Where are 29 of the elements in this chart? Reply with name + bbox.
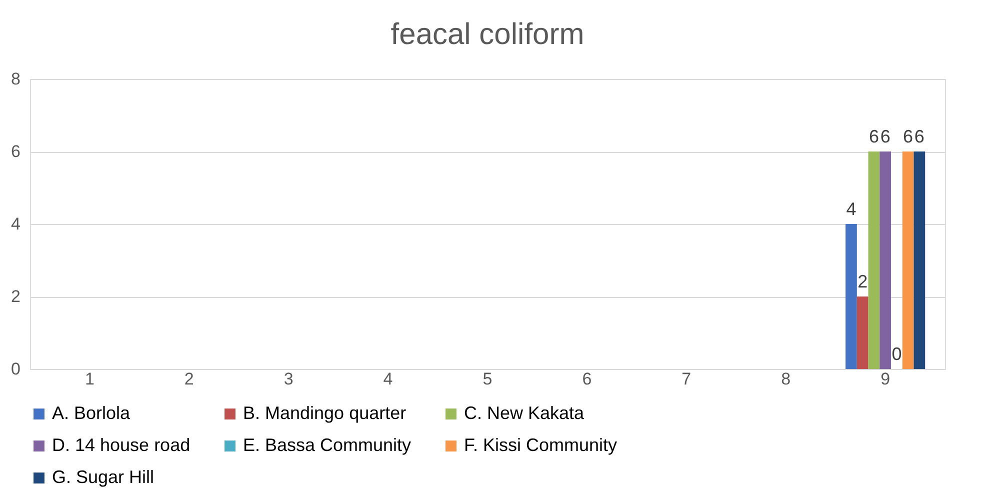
- x-tick-label: 3: [284, 370, 294, 388]
- data-label: 6: [880, 126, 890, 146]
- y-tick-label: 4: [11, 214, 20, 234]
- x-tick-label: 2: [184, 370, 194, 388]
- x-tick-label: 5: [482, 370, 492, 388]
- data-label: 0: [892, 344, 902, 364]
- legend-label: E. Bassa Community: [243, 435, 412, 455]
- data-label: 6: [903, 126, 914, 146]
- data-label: 2: [858, 272, 868, 292]
- x-tick-label: 4: [383, 370, 393, 388]
- legend-label: D. 14 house road: [52, 435, 190, 455]
- legend-label: F. Kissi Community: [464, 435, 618, 455]
- legend-label: G. Sugar Hill: [52, 467, 154, 487]
- y-tick-label: 0: [11, 360, 20, 378]
- x-tick-label: 9: [880, 370, 890, 388]
- y-tick-label: 6: [11, 142, 20, 161]
- chart-title: feacal coliform: [390, 18, 584, 51]
- data-label: 6: [914, 126, 924, 146]
- y-tick-label: 2: [11, 287, 20, 306]
- data-label: 6: [868, 126, 879, 146]
- x-tick-label: 8: [781, 370, 791, 388]
- data-label: 4: [846, 199, 856, 219]
- x-tick-label: 7: [682, 370, 692, 388]
- legend-label: B. Mandingo quarter: [243, 403, 406, 423]
- legend-label: C. New Kakata: [464, 403, 586, 423]
- legend-label: A. Borlola: [52, 403, 132, 423]
- y-tick-label: 8: [11, 70, 20, 88]
- x-tick-label: 1: [84, 370, 94, 388]
- x-tick-label: 6: [582, 370, 592, 388]
